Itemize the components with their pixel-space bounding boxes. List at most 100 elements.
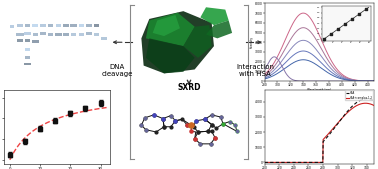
Bar [17,24,23,27]
Point [142,116,148,119]
Point [188,130,194,132]
Bar [94,33,99,36]
Point [184,123,190,126]
Point [197,142,203,145]
Point [168,125,174,128]
Point [179,118,185,121]
HSA+complex-1.2 [298,161,302,163]
Polygon shape [200,7,229,25]
Point [138,124,144,127]
Bar [56,24,61,27]
Point [209,123,215,126]
Point [227,120,233,123]
Point [195,131,201,133]
Polygon shape [183,25,212,58]
Text: DNA
cleavage: DNA cleavage [101,64,133,77]
Point [151,114,157,116]
HSA [298,161,302,163]
Point [208,142,214,145]
Bar [25,32,31,35]
HSA+complex-1.2 [342,115,347,117]
Point [172,119,178,122]
HSA [372,100,376,102]
Text: SXRD: SXRD [177,83,201,92]
Legend: HSA, HSA+complex-1.2: HSA, HSA+complex-1.2 [345,90,373,100]
Polygon shape [153,15,180,36]
Point [193,119,199,122]
Point [138,124,144,127]
Bar [86,24,92,27]
X-axis label: Wavelength (nm): Wavelength (nm) [307,88,332,92]
Point [195,131,201,133]
Point [208,142,214,145]
Bar [48,24,53,27]
HSA [276,161,280,163]
Bar [32,40,39,43]
Point [234,130,240,132]
Point [202,118,208,121]
Point [22,140,28,143]
HSA+complex-1.2 [331,127,336,129]
Point [98,102,104,104]
Point [160,117,166,120]
Bar [55,33,62,36]
Bar [40,24,46,27]
Point [153,131,159,133]
HSA+complex-1.2 [341,115,346,117]
HSA [306,161,310,163]
Point [205,130,211,132]
Point [37,127,43,130]
Bar [86,32,92,35]
Y-axis label: Intensity: Intensity [250,36,254,48]
Bar [10,25,14,28]
HSA+complex-1.2 [372,105,376,107]
Point [212,137,218,139]
Text: Interaction
with HSA: Interaction with HSA [236,64,274,77]
Line: HSA: HSA [265,99,374,162]
Point [192,137,198,140]
HSA [331,128,336,130]
Point [184,123,190,126]
Point [67,112,73,115]
Point [143,128,149,131]
Polygon shape [146,38,195,73]
HSA+complex-1.2 [276,161,280,163]
Polygon shape [141,11,214,73]
Bar [25,39,30,42]
HSA [341,115,346,117]
Bar [33,33,38,36]
Point [192,137,198,140]
Point [52,119,58,122]
Line: HSA+complex-1.2: HSA+complex-1.2 [265,103,374,162]
Bar [94,24,99,27]
Point [7,153,13,156]
Point [232,124,239,127]
Bar [17,39,23,42]
Bar [79,33,84,36]
Point [202,118,208,121]
Bar [32,24,38,27]
Point [220,122,226,125]
Bar [25,56,30,59]
Bar [25,48,30,51]
Bar [40,32,46,35]
Bar [16,33,23,36]
Bar [70,24,77,27]
HSA [364,98,369,100]
Point [205,130,211,132]
Bar [25,24,30,27]
Point [209,114,215,116]
Point [82,107,88,110]
Point [160,117,166,120]
HSA+complex-1.2 [363,102,368,104]
Polygon shape [146,13,195,46]
Point [202,118,208,121]
Point [209,123,215,126]
Bar [101,37,107,40]
Point [209,130,215,132]
Point [161,125,167,128]
Point [218,116,224,118]
HSA+complex-1.2 [306,161,310,163]
Point [227,120,233,123]
HSA [342,114,347,116]
